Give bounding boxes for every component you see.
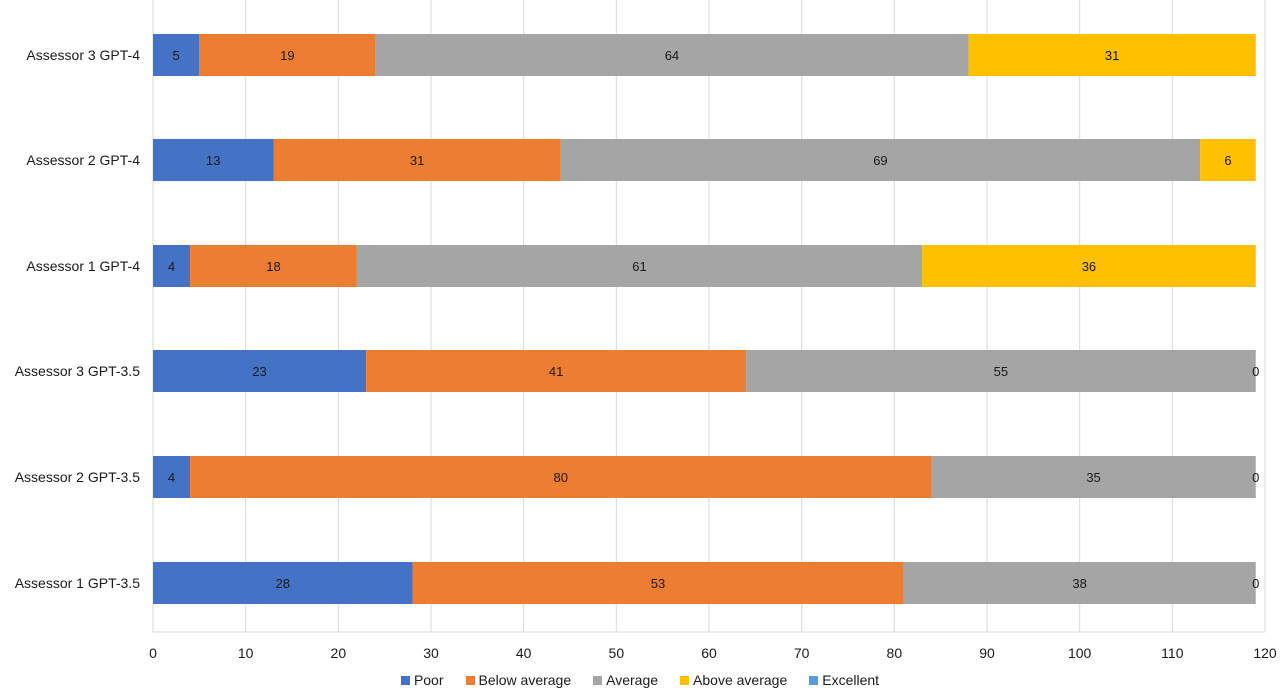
data-label-0-1: 19: [280, 48, 294, 63]
legend-item-2: Average: [593, 672, 658, 688]
data-label-1-3: 6: [1224, 153, 1231, 168]
x-tick-label-10: 10: [238, 645, 254, 661]
data-label-5-0: 28: [275, 576, 289, 591]
bar-segment-5-0: [153, 562, 413, 604]
x-tick-label-70: 70: [794, 645, 810, 661]
x-tick-label-30: 30: [423, 645, 439, 661]
data-label-0-2: 64: [665, 48, 679, 63]
bar-segment-3-0: [153, 350, 367, 392]
data-label-3-1: 41: [549, 364, 563, 379]
bar-segment-1-0: [153, 139, 274, 181]
x-tick-label-40: 40: [516, 645, 532, 661]
category-label-2: Assessor 1 GPT-4: [26, 258, 140, 274]
legend-item-0: Poor: [400, 672, 444, 688]
x-tick-label-80: 80: [887, 645, 903, 661]
bar-segment-1-1: [273, 139, 561, 181]
chart-legend: Poor Below average Average Above average Exc…: [0, 672, 1280, 688]
data-label-1-0: 13: [206, 153, 220, 168]
bar-segment-4-2: [931, 456, 1256, 498]
bar-segment-5-2: [903, 562, 1256, 604]
bar-segment-1-3: [1200, 139, 1256, 181]
legend-label-1: Below average: [478, 672, 572, 688]
x-tick-label-50: 50: [609, 645, 625, 661]
bar-segment-4-0: [153, 456, 191, 498]
data-label-0-0: 5: [173, 48, 180, 63]
data-label-3-0: 23: [252, 364, 266, 379]
x-tick-label-120: 120: [1253, 645, 1277, 661]
legend-item-4: Excellent: [809, 672, 879, 688]
bar-segment-0-3: [968, 34, 1256, 76]
x-tick-label-20: 20: [331, 645, 347, 661]
data-label-3-2: 55: [994, 364, 1008, 379]
data-label-2-0: 4: [168, 259, 175, 274]
data-label-5-3: 0: [1252, 576, 1259, 591]
bar-segment-2-2: [356, 245, 923, 287]
category-label-5: Assessor 1 GPT-3.5: [15, 575, 140, 591]
legend-swatch-2: [593, 675, 603, 685]
category-label-0: Assessor 3 GPT-4: [26, 47, 140, 63]
data-label-4-2: 35: [1086, 470, 1100, 485]
bar-segment-5-1: [412, 562, 904, 604]
category-label-3: Assessor 3 GPT-3.5: [15, 363, 140, 379]
legend-swatch-4: [809, 675, 819, 685]
legend-label-4: Excellent: [822, 672, 880, 688]
bar-segment-0-0: [153, 34, 200, 76]
x-tick-label-0: 0: [149, 645, 157, 661]
bar-segment-1-2: [560, 139, 1201, 181]
legend-swatch-1: [465, 675, 475, 685]
bar-segment-2-1: [190, 245, 357, 287]
legend-item-1: Below average: [465, 672, 572, 688]
x-tick-label-60: 60: [701, 645, 717, 661]
data-label-0-3: 31: [1105, 48, 1119, 63]
data-label-3-3: 0: [1252, 364, 1259, 379]
legend-item-3: Above average: [680, 672, 787, 688]
data-label-4-0: 4: [168, 470, 175, 485]
data-label-2-2: 61: [632, 259, 646, 274]
bar-segment-4-1: [190, 456, 932, 498]
category-label-4: Assessor 2 GPT-3.5: [15, 469, 140, 485]
bar-segment-0-2: [375, 34, 969, 76]
x-tick-label-100: 100: [1068, 645, 1092, 661]
category-label-1: Assessor 2 GPT-4: [26, 152, 140, 168]
bar-segment-0-1: [199, 34, 376, 76]
x-tick-label-110: 110: [1161, 645, 1184, 661]
data-label-1-1: 31: [410, 153, 424, 168]
legend-swatch-0: [400, 675, 410, 685]
legend-label-2: Average: [606, 672, 659, 688]
data-label-4-3: 0: [1252, 470, 1259, 485]
bar-segment-2-0: [153, 245, 191, 287]
legend-swatch-3: [680, 675, 690, 685]
data-label-2-1: 18: [266, 259, 280, 274]
legend-label-3: Above average: [693, 672, 788, 688]
bar-segment-2-3: [922, 245, 1256, 287]
data-label-4-1: 80: [553, 470, 567, 485]
bar-segment-3-2: [746, 350, 1256, 392]
data-label-1-2: 69: [873, 153, 887, 168]
legend-label-0: Poor: [413, 672, 444, 688]
data-label-2-3: 36: [1082, 259, 1096, 274]
bar-segment-3-1: [366, 350, 747, 392]
data-label-5-1: 53: [651, 576, 665, 591]
data-label-5-2: 38: [1072, 576, 1086, 591]
x-tick-label-90: 90: [979, 645, 995, 661]
